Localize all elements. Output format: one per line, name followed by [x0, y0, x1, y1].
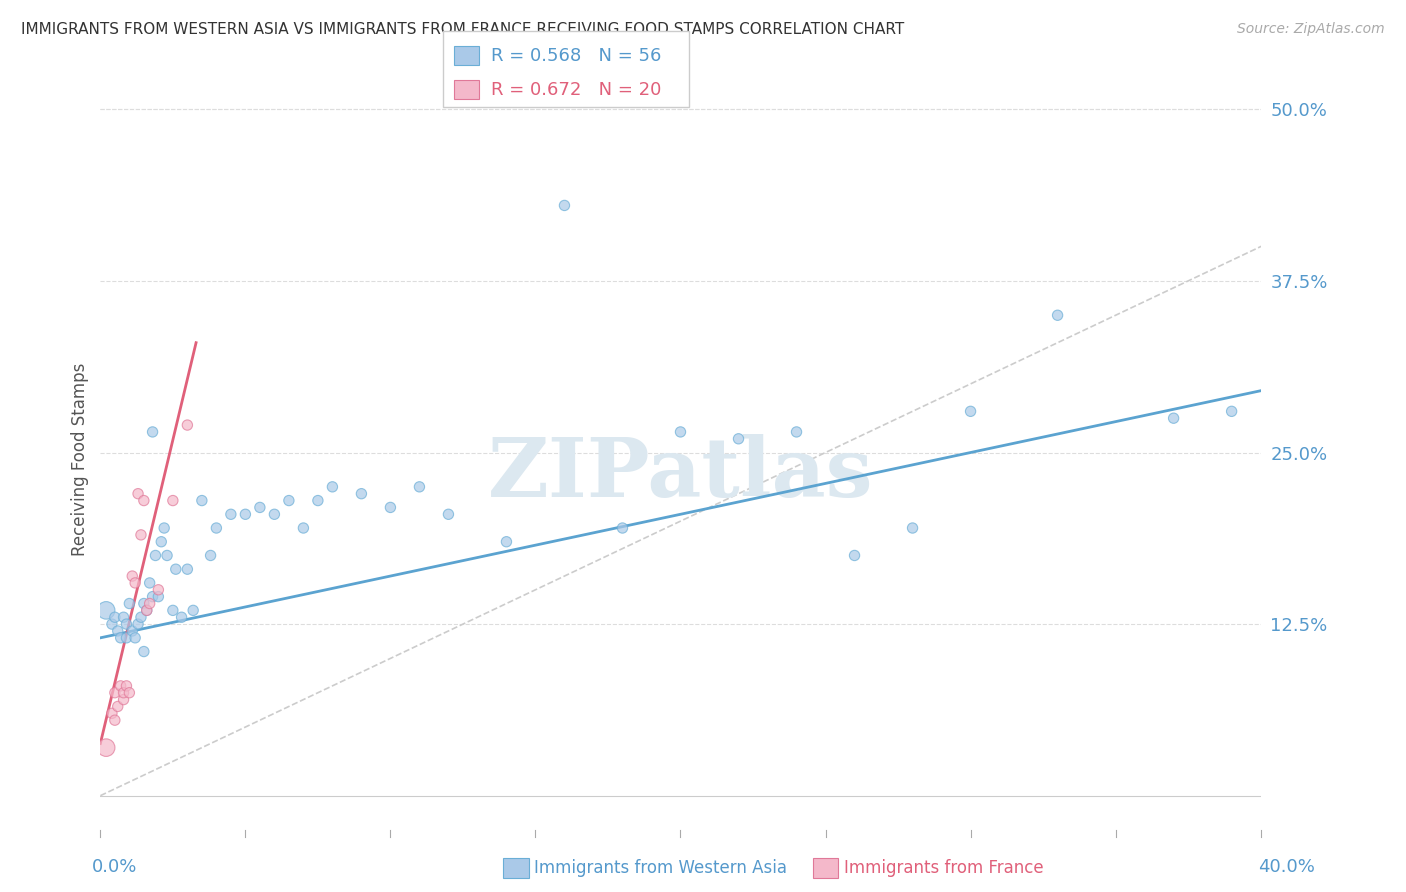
Point: [115, 679, 138, 693]
Point: [277, 493, 299, 508]
Point: [844, 549, 866, 563]
Point: [1046, 308, 1069, 322]
Point: [142, 425, 165, 439]
Point: [138, 597, 160, 611]
Point: [135, 603, 157, 617]
Point: [110, 631, 132, 645]
Point: [235, 508, 257, 522]
Point: [219, 508, 242, 522]
Point: [132, 644, 155, 658]
Point: [101, 617, 124, 632]
Point: [118, 686, 141, 700]
Point: [350, 486, 373, 500]
Text: Immigrants from France: Immigrants from France: [844, 859, 1043, 877]
Point: [104, 610, 127, 624]
Point: [104, 686, 127, 700]
Point: [153, 521, 176, 535]
Point: [786, 425, 808, 439]
Point: [162, 603, 184, 617]
Point: [101, 706, 124, 721]
Point: [495, 534, 517, 549]
Point: [94, 740, 117, 755]
Point: [1163, 411, 1185, 425]
Point: [162, 493, 184, 508]
Point: [132, 493, 155, 508]
Point: [176, 562, 198, 576]
Point: [901, 521, 924, 535]
Point: [138, 575, 160, 590]
Point: [145, 549, 167, 563]
Point: [200, 549, 222, 563]
Point: [124, 631, 146, 645]
Point: [165, 562, 187, 576]
Point: [170, 610, 193, 624]
Point: [176, 418, 198, 433]
Point: [129, 610, 152, 624]
Text: IMMIGRANTS FROM WESTERN ASIA VS IMMIGRANTS FROM FRANCE RECEIVING FOOD STAMPS COR: IMMIGRANTS FROM WESTERN ASIA VS IMMIGRAN…: [21, 22, 904, 37]
Point: [148, 582, 170, 597]
Point: [553, 198, 575, 212]
Point: [112, 692, 135, 706]
Point: [292, 521, 315, 535]
Text: 0.0%: 0.0%: [91, 858, 136, 876]
Point: [181, 603, 204, 617]
Point: [129, 528, 152, 542]
Point: [132, 597, 155, 611]
Point: [112, 686, 135, 700]
Point: [135, 603, 157, 617]
Point: [669, 425, 692, 439]
Point: [121, 569, 143, 583]
Point: [112, 610, 135, 624]
Y-axis label: Receiving Food Stamps: Receiving Food Stamps: [72, 363, 89, 556]
Point: [1220, 404, 1243, 418]
Point: [437, 508, 460, 522]
Point: [121, 624, 143, 638]
Point: [142, 590, 165, 604]
Point: [107, 624, 129, 638]
Point: [408, 480, 430, 494]
Point: [191, 493, 214, 508]
Text: 40.0%: 40.0%: [1258, 858, 1315, 876]
Point: [263, 508, 285, 522]
Point: [127, 617, 149, 632]
Point: [959, 404, 981, 418]
Text: R = 0.672   N = 20: R = 0.672 N = 20: [491, 80, 661, 99]
Text: Immigrants from Western Asia: Immigrants from Western Asia: [534, 859, 787, 877]
Point: [110, 679, 132, 693]
Text: ZIPatlas: ZIPatlas: [488, 434, 873, 515]
Text: R = 0.568   N = 56: R = 0.568 N = 56: [491, 46, 661, 64]
Point: [118, 597, 141, 611]
Point: [107, 699, 129, 714]
Text: Source: ZipAtlas.com: Source: ZipAtlas.com: [1237, 22, 1385, 37]
Point: [380, 500, 402, 515]
Point: [115, 631, 138, 645]
Point: [148, 590, 170, 604]
Point: [124, 575, 146, 590]
Point: [205, 521, 228, 535]
Point: [612, 521, 634, 535]
Point: [307, 493, 329, 508]
Point: [104, 713, 127, 727]
Point: [156, 549, 179, 563]
Point: [115, 617, 138, 632]
Point: [150, 534, 173, 549]
Point: [727, 432, 749, 446]
Point: [127, 486, 149, 500]
Point: [249, 500, 271, 515]
Point: [94, 603, 117, 617]
Point: [321, 480, 343, 494]
